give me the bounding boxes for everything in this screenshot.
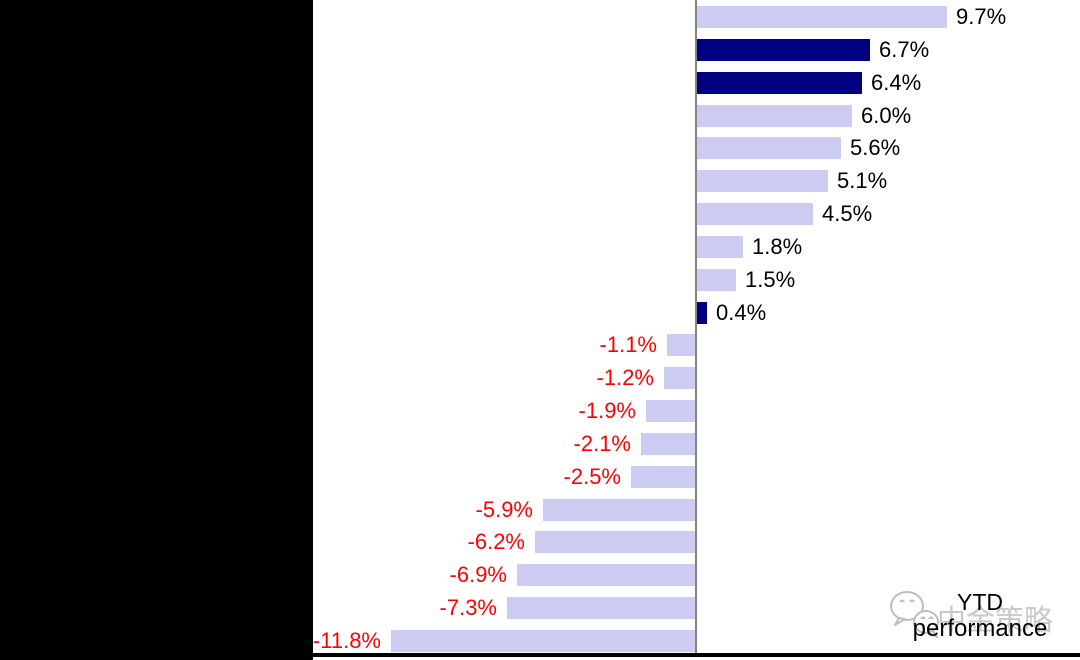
bar-value-label: -11.8% bbox=[312, 628, 381, 653]
bar-value-label: 6.7% bbox=[879, 37, 930, 62]
bar-value-label: -2.1% bbox=[573, 431, 631, 456]
bar-value-label: -6.9% bbox=[449, 562, 507, 587]
bar bbox=[697, 170, 828, 192]
bar-value-label: 1.8% bbox=[752, 234, 803, 259]
bar-value-label: -7.3% bbox=[439, 595, 497, 620]
bar-value-label: 5.6% bbox=[850, 135, 901, 160]
watermark-group: 中金策略 YTD performance bbox=[880, 585, 1080, 647]
annotation-line-1: YTD bbox=[957, 589, 1003, 615]
bar-value-label: -6.2% bbox=[467, 529, 525, 554]
bar bbox=[646, 400, 695, 422]
bar bbox=[543, 499, 695, 521]
x-axis-baseline bbox=[0, 653, 1080, 657]
bar bbox=[517, 564, 695, 586]
bar bbox=[391, 630, 695, 652]
bar bbox=[535, 531, 695, 553]
bar-value-label: 5.1% bbox=[837, 168, 888, 193]
bar-value-label: -1.9% bbox=[578, 398, 636, 423]
bar-value-label: -1.1% bbox=[599, 332, 657, 357]
bar bbox=[697, 39, 870, 61]
bar-value-label: 9.7% bbox=[956, 4, 1007, 29]
bar bbox=[697, 302, 707, 324]
bar bbox=[641, 433, 695, 455]
bar bbox=[697, 137, 841, 159]
bar bbox=[697, 72, 862, 94]
bar bbox=[697, 105, 852, 127]
watermark-brand-text: 中金策略 bbox=[937, 605, 1054, 637]
bar-value-label: -2.5% bbox=[563, 464, 621, 489]
bar-value-label: 0.4% bbox=[716, 300, 767, 325]
bar bbox=[667, 334, 695, 356]
bar bbox=[697, 269, 736, 291]
bar-value-label: 6.4% bbox=[871, 70, 922, 95]
bar bbox=[664, 367, 695, 389]
wechat-logo-icon bbox=[890, 591, 939, 638]
bar bbox=[631, 466, 695, 488]
bar bbox=[697, 203, 813, 225]
bar-value-label: -1.2% bbox=[596, 365, 654, 390]
zero-axis-line bbox=[695, 0, 697, 657]
bar bbox=[697, 236, 743, 258]
bar-value-label: 6.0% bbox=[861, 103, 912, 128]
annotation-line-2: performance bbox=[912, 615, 1048, 642]
masked-category-labels-region bbox=[0, 0, 313, 660]
bar-value-label: 1.5% bbox=[745, 267, 796, 292]
bar-value-label: -5.9% bbox=[475, 497, 533, 522]
bar bbox=[697, 6, 947, 28]
bar-value-label: 4.5% bbox=[822, 201, 873, 226]
bar bbox=[507, 597, 695, 619]
